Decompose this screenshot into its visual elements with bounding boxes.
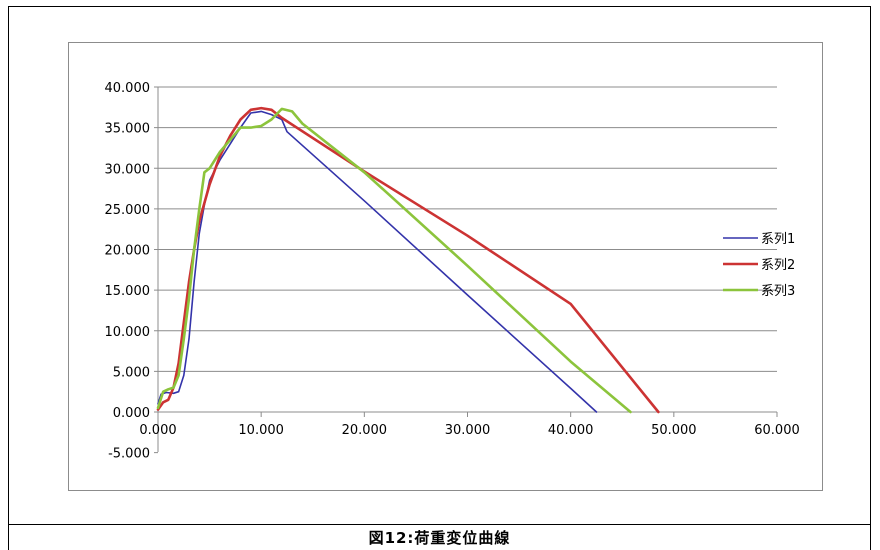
x-tick-label-6: 60.000: [754, 423, 800, 438]
x-tick-label-0: 0.000: [139, 423, 176, 438]
y-tick-label-6: 25.000: [105, 203, 151, 218]
series-line-1: [157, 110, 598, 413]
y-tick-label-2: 5.000: [113, 365, 150, 380]
series-line-2: [156, 106, 660, 414]
y-tick-label-4: 15.000: [105, 284, 151, 299]
legend-label-3: 系列3: [761, 284, 795, 299]
legend-label-1: 系列1: [761, 232, 795, 247]
x-tick-label-2: 20.000: [342, 423, 388, 438]
y-tick-label-3: 10.000: [105, 325, 151, 340]
legend-label-2: 系列2: [761, 258, 795, 273]
y-tick-label-8: 35.000: [105, 122, 151, 137]
y-tick-label-5: 20.000: [105, 244, 151, 259]
y-tick-label-1: 0.000: [113, 406, 150, 421]
x-tick-label-4: 40.000: [548, 423, 594, 438]
figure-caption: 図12:荷重変位曲線: [368, 529, 511, 547]
x-tick-label-1: 10.000: [238, 423, 284, 438]
caption-divider: [8, 524, 871, 525]
y-tick-label-9: 40.000: [105, 81, 151, 96]
x-tick-label-3: 30.000: [445, 423, 491, 438]
series-line-3: [156, 107, 632, 414]
y-tick-label-0: -5.000: [108, 447, 150, 462]
load-displacement-chart: -5.000 0.000 5.000 10.000 15.000 20.000 25.000…: [105, 81, 800, 462]
x-tick-label-5: 50.000: [651, 423, 697, 438]
figure-frame: [8, 6, 871, 550]
chart-area: -5.000 0.000 5.000 10.000 15.000 20.000 25.000…: [68, 42, 823, 491]
y-tick-label-7: 30.000: [105, 162, 151, 177]
